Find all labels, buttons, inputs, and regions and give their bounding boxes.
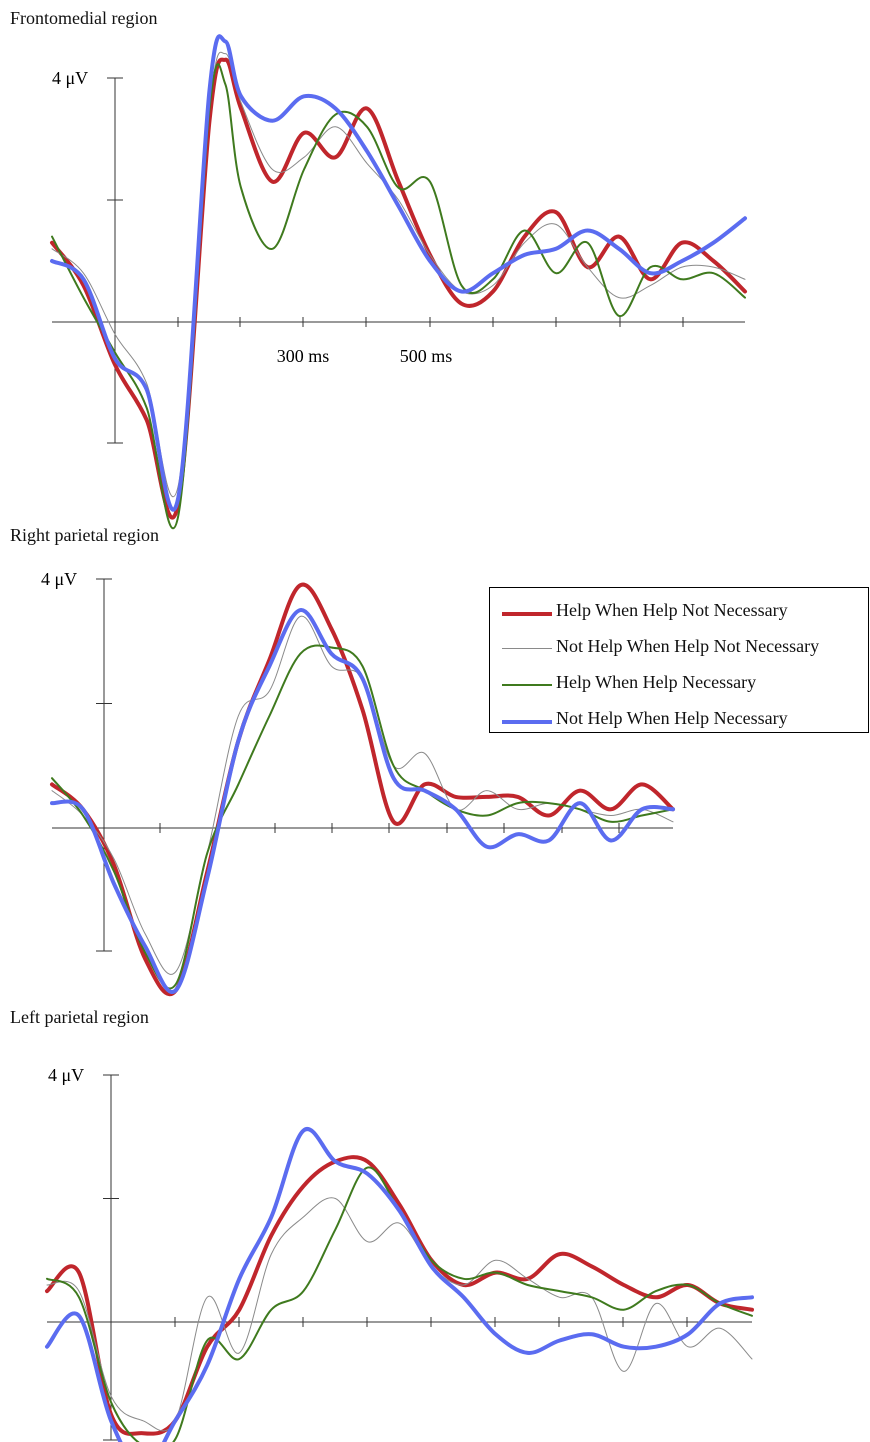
- series-line-help-when-help-necessary: [46, 1166, 753, 1442]
- legend-label: Help When Help Not Necessary: [556, 600, 788, 620]
- series-line-not-help-when-help-necessary: [45, 1126, 754, 1442]
- panel-title-frontomedial: Frontomedial region: [10, 8, 158, 28]
- series-line-not-help-when-help-necessary: [50, 608, 675, 994]
- legend-item: Help When Help Not Necessary: [490, 596, 868, 626]
- series-line-not-help-when-help-not-necessary: [51, 51, 746, 498]
- legend-item: Help When Help Necessary: [490, 668, 868, 698]
- y-axis-label: 4 μV: [41, 569, 77, 589]
- series-line-help-when-help-necessary: [51, 63, 746, 530]
- legend: Help When Help Not Necessary Not Help Wh…: [489, 587, 869, 733]
- legend-swatch: [502, 720, 552, 724]
- y-axis-label: 4 μV: [52, 68, 88, 88]
- series-line-help-when-help-not-necessary: [50, 57, 747, 520]
- series-line-not-help-when-help-necessary: [50, 34, 747, 512]
- panel-title-left-parietal: Left parietal region: [10, 1007, 149, 1027]
- series-line-help-when-help-necessary: [51, 644, 674, 990]
- legend-label: Not Help When Help Not Necessary: [556, 636, 820, 656]
- time-tick-label: 500 ms: [400, 346, 453, 366]
- legend-swatch: [502, 684, 552, 686]
- legend-swatch: [502, 648, 552, 649]
- legend-item: Not Help When Help Not Necessary: [490, 632, 868, 662]
- legend-label: Not Help When Help Necessary: [556, 708, 788, 728]
- legend-item: Not Help When Help Necessary: [490, 704, 868, 734]
- legend-label: Help When Help Necessary: [556, 672, 757, 692]
- series-line-help-when-help-not-necessary: [50, 582, 675, 997]
- series-line-not-help-when-help-not-necessary: [46, 1197, 753, 1432]
- time-tick-label: 300 ms: [277, 346, 330, 366]
- panel-title-right-parietal: Right parietal region: [10, 525, 159, 545]
- y-axis-label: 4 μV: [48, 1065, 84, 1085]
- legend-swatch: [502, 612, 552, 616]
- series-line-help-when-help-not-necessary: [45, 1155, 754, 1436]
